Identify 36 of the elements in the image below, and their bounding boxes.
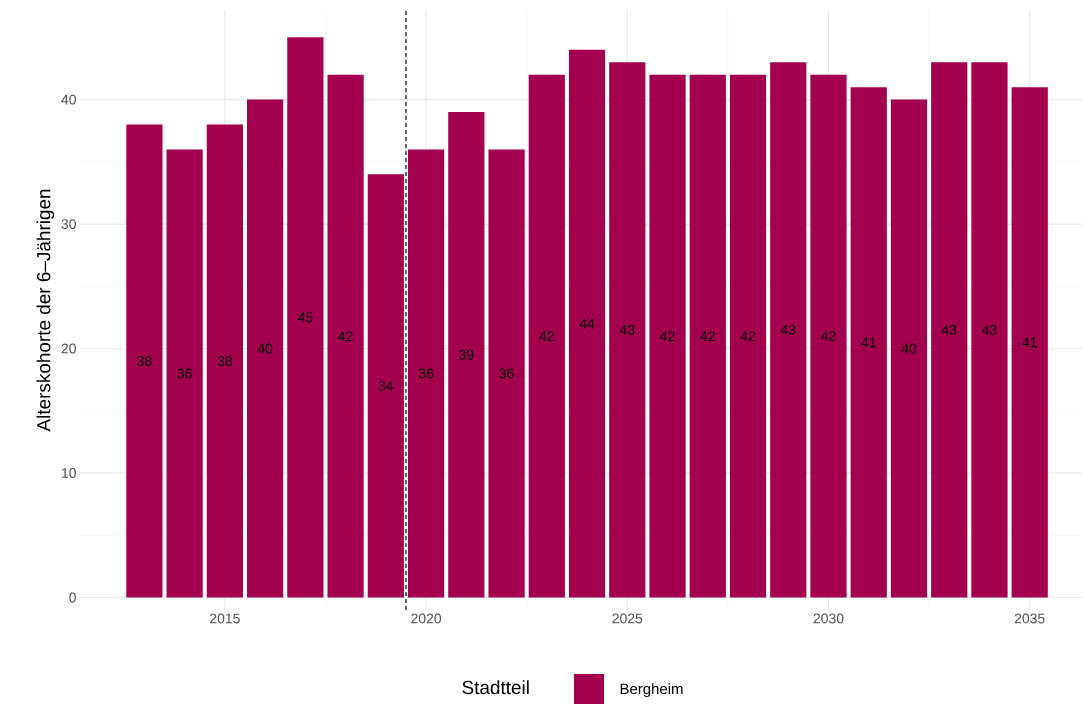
x-tick-label: 2025 <box>612 613 643 624</box>
legend-title: Stadtteil <box>462 680 529 695</box>
y-axis-title: Alterskohorte der 6–Jährigen <box>36 189 55 432</box>
x-tick-label: 2015 <box>210 613 240 624</box>
data-label: 44 <box>579 318 595 329</box>
data-label: 39 <box>459 349 474 360</box>
data-label: 43 <box>941 324 957 335</box>
x-tick-label: 2030 <box>813 613 844 624</box>
data-label: 40 <box>901 343 917 354</box>
data-label: 42 <box>700 331 715 341</box>
data-label: 36 <box>177 368 192 379</box>
data-label: 40 <box>257 343 273 354</box>
data-label: 42 <box>338 331 353 341</box>
data-label: 42 <box>539 331 554 341</box>
data-label: 36 <box>499 368 514 379</box>
data-label: 43 <box>780 324 796 335</box>
data-label: 41 <box>1022 337 1037 348</box>
data-label: 34 <box>378 380 394 391</box>
data-label: 38 <box>137 356 152 366</box>
data-label: 36 <box>418 368 434 379</box>
data-label: 42 <box>740 331 756 341</box>
x-tick-label: 2035 <box>1014 613 1045 624</box>
data-label: 43 <box>982 324 997 335</box>
data-label: 43 <box>619 324 635 335</box>
x-tick-label: 2020 <box>411 613 442 624</box>
y-tick-label: 0 <box>69 592 76 603</box>
y-tick-label: 30 <box>61 219 76 230</box>
data-label: 42 <box>660 331 675 341</box>
data-label: 38 <box>217 356 233 366</box>
data-label: 42 <box>821 331 836 341</box>
y-tick-label: 40 <box>61 94 76 105</box>
data-label: 45 <box>297 312 313 323</box>
y-tick-label: 20 <box>61 343 76 354</box>
y-tick-label: 10 <box>62 468 76 478</box>
legend-label: Bergheim <box>620 683 683 698</box>
data-label: 41 <box>861 337 876 348</box>
